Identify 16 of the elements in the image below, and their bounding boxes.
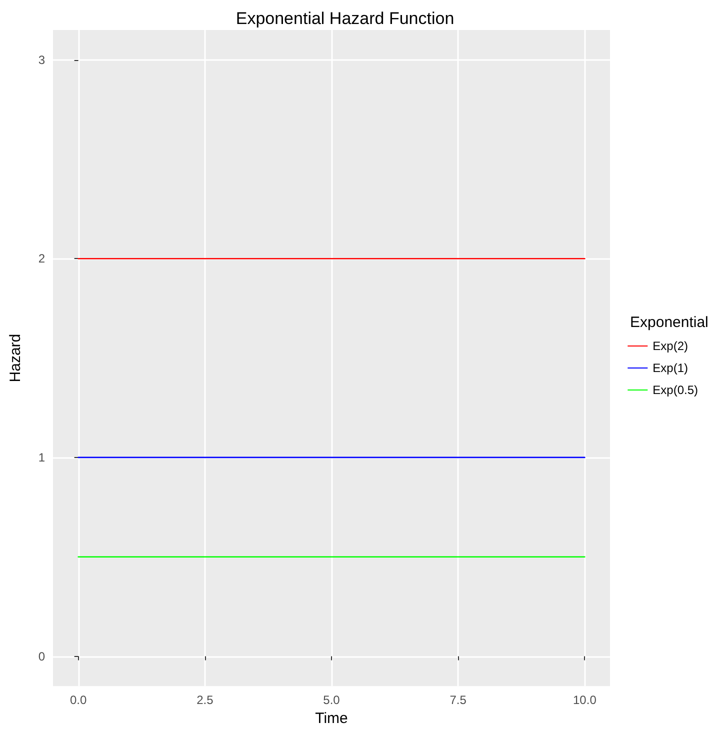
x-tick-label: 7.5 xyxy=(450,693,467,708)
x-tick-label: 2.5 xyxy=(196,693,214,708)
y-tick-label: 3 xyxy=(38,52,46,67)
x-tick-label: 5.0 xyxy=(323,693,340,708)
legend-label: Exp(0.5) xyxy=(652,383,698,397)
legend-label: Exp(2) xyxy=(652,339,688,353)
legend-title: Exponential xyxy=(630,314,708,331)
x-tick-label: 0.0 xyxy=(70,693,87,708)
x-axis-title: Time xyxy=(315,710,348,727)
legend-label: Exp(1) xyxy=(652,361,688,375)
x-tick-label: 10.0 xyxy=(573,693,597,708)
chart-title: Exponential Hazard Function xyxy=(236,9,454,28)
y-axis-title: Hazard xyxy=(7,334,24,382)
y-tick-label: 1 xyxy=(38,450,46,464)
y-tick-label: 2 xyxy=(38,252,46,266)
y-tick-label: 0 xyxy=(38,649,46,664)
